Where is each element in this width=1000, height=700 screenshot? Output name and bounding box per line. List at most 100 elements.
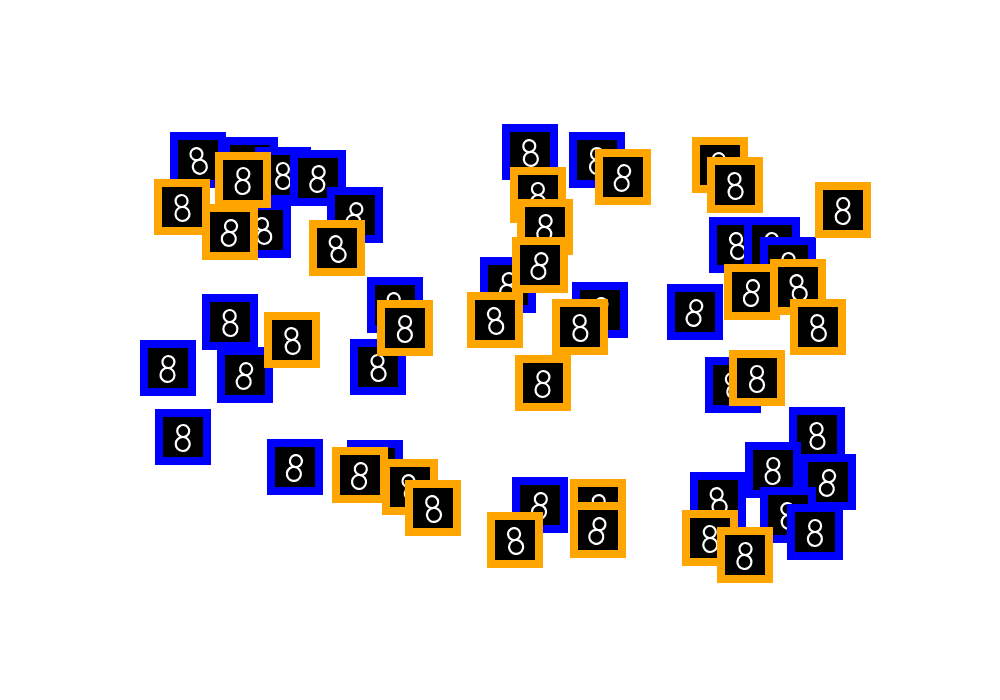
digit	[286, 454, 304, 482]
digit-stroke	[223, 322, 238, 337]
digit-stroke	[530, 263, 547, 280]
digit	[222, 310, 237, 337]
digit-stroke	[286, 466, 302, 482]
digit-stroke	[371, 355, 384, 368]
digit	[808, 520, 822, 546]
thumbnail	[475, 300, 515, 340]
digit-stroke	[808, 532, 822, 546]
digit	[685, 299, 704, 327]
digit	[370, 354, 386, 381]
digit-stroke	[285, 339, 300, 354]
point	[570, 502, 626, 558]
thumbnail	[797, 415, 837, 455]
point	[717, 527, 773, 583]
point	[487, 512, 543, 568]
thumbnail	[732, 272, 772, 312]
digit-stroke	[751, 366, 763, 378]
digit	[572, 315, 587, 342]
digit-stroke	[399, 316, 411, 328]
digit-stroke	[354, 462, 368, 476]
digit-stroke	[351, 474, 367, 490]
thumbnail	[510, 132, 550, 172]
digit-stroke	[277, 163, 289, 175]
frame	[570, 502, 626, 558]
thumbnail	[578, 510, 618, 550]
digit-stroke	[767, 458, 780, 471]
digit	[424, 495, 441, 523]
point	[155, 409, 211, 465]
point	[405, 480, 461, 536]
digit-stroke	[256, 229, 272, 245]
digit-stroke	[811, 314, 824, 327]
frame	[309, 220, 365, 276]
frame	[552, 299, 608, 355]
digit-stroke	[837, 198, 849, 210]
digit-stroke	[730, 244, 746, 260]
digit-stroke	[765, 470, 780, 485]
point	[264, 312, 320, 368]
digit	[765, 458, 780, 485]
digit	[703, 526, 718, 552]
digit-stroke	[728, 184, 743, 199]
thumbnail	[148, 348, 188, 388]
thumbnail	[753, 450, 793, 490]
frame	[707, 157, 763, 213]
digit	[160, 356, 176, 383]
digit-stroke	[743, 291, 759, 307]
digit-stroke	[285, 327, 298, 340]
digit-stroke	[488, 319, 504, 335]
thumbnail	[163, 417, 203, 457]
digit-stroke	[703, 538, 717, 552]
thumbnail	[560, 307, 600, 347]
frame	[377, 300, 433, 356]
digit	[750, 366, 764, 392]
digit-stroke	[535, 383, 550, 398]
plot-area	[140, 124, 871, 583]
digit-stroke	[398, 328, 412, 342]
frame	[787, 504, 843, 560]
digit-stroke	[729, 232, 743, 246]
thumbnail	[737, 358, 777, 398]
digit-stroke	[617, 164, 631, 178]
digit	[506, 527, 524, 555]
frame	[264, 312, 320, 368]
point	[154, 179, 210, 235]
series	[140, 124, 856, 560]
thumbnail	[725, 535, 765, 575]
digit-stroke	[573, 327, 588, 342]
frame	[405, 480, 461, 536]
digit-stroke	[224, 219, 238, 233]
series	[154, 137, 871, 583]
digit-stroke	[487, 307, 501, 321]
digit	[809, 423, 825, 450]
digit-stroke	[588, 528, 605, 545]
frame	[729, 350, 785, 406]
digit-stroke	[425, 495, 439, 509]
point	[512, 237, 568, 293]
digit	[398, 316, 412, 342]
digit-stroke	[310, 177, 325, 192]
frame	[512, 237, 568, 293]
point	[467, 292, 523, 348]
digit-stroke	[728, 173, 741, 186]
point	[332, 447, 388, 503]
point	[267, 439, 323, 495]
frame	[790, 299, 846, 355]
digit	[174, 195, 190, 222]
thumbnail	[340, 455, 380, 495]
digit	[351, 462, 368, 490]
digit-stroke	[836, 210, 850, 224]
point	[729, 350, 785, 406]
digit-stroke	[537, 371, 550, 384]
thumbnail	[715, 165, 755, 205]
digit-stroke	[221, 231, 237, 247]
digit-stroke	[613, 176, 629, 192]
digit-stroke	[811, 326, 827, 342]
digit-stroke	[750, 378, 764, 392]
thumbnail	[272, 320, 312, 360]
digit	[535, 371, 551, 398]
digit-stroke	[162, 356, 175, 369]
digit-stroke	[371, 366, 386, 381]
digit	[235, 168, 250, 195]
frame	[717, 527, 773, 583]
